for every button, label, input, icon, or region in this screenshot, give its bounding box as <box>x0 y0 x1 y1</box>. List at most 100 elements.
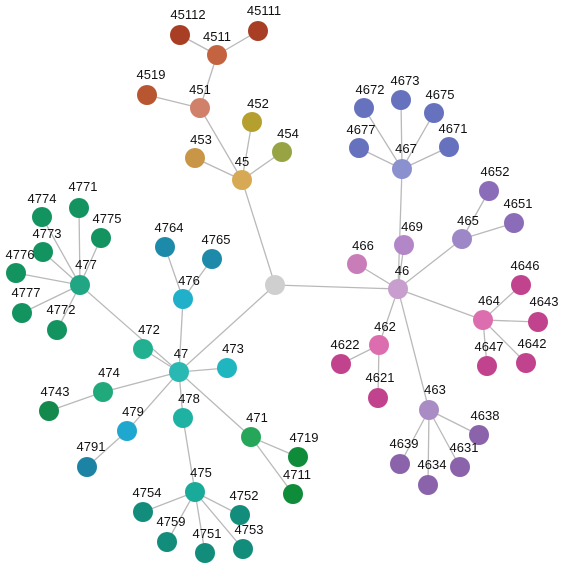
node-45111 <box>248 21 268 41</box>
node-46 <box>388 279 408 299</box>
node-label-4677: 4677 <box>347 122 376 137</box>
edge-root-46 <box>274 284 399 290</box>
node-label-4622: 4622 <box>331 337 360 352</box>
edge-463-4634 <box>427 409 430 486</box>
node-label-465: 465 <box>457 213 479 228</box>
edge-471-4711 <box>250 436 294 495</box>
node-label-45: 45 <box>235 154 249 169</box>
node-label-4752: 4752 <box>230 488 259 503</box>
edge-46-467 <box>397 168 403 290</box>
node-label-4652: 4652 <box>481 164 510 179</box>
node-label-467: 467 <box>395 141 417 156</box>
node-465 <box>452 229 472 249</box>
node-label-478: 478 <box>178 391 200 406</box>
node-47 <box>169 362 189 382</box>
node-label-4711: 4711 <box>283 467 311 482</box>
node-label-45111: 45111 <box>247 3 281 18</box>
node-label-4765: 4765 <box>202 232 231 247</box>
edge-463-4631 <box>428 409 461 468</box>
node-label-4754: 4754 <box>133 485 162 500</box>
node-4772 <box>47 320 67 340</box>
node-label-4643: 4643 <box>530 294 559 309</box>
node-45112 <box>170 25 190 45</box>
node-474 <box>93 382 113 402</box>
node-4634 <box>418 475 438 495</box>
node-label-4771: 4771 <box>69 179 98 194</box>
node-464 <box>473 310 493 330</box>
node-451 <box>190 98 210 118</box>
node-4651 <box>504 213 524 233</box>
node-label-4673: 4673 <box>391 73 420 88</box>
node-4519 <box>137 85 157 105</box>
node-4774 <box>32 207 52 227</box>
node-label-462: 462 <box>374 319 396 334</box>
node-4642 <box>516 353 536 373</box>
node-4647 <box>477 356 497 376</box>
node-label-4759: 4759 <box>157 514 186 529</box>
node-label-4719: 4719 <box>290 430 319 445</box>
node-462 <box>369 335 389 355</box>
edge-47-471 <box>178 371 252 438</box>
node-473 <box>217 358 237 378</box>
node-4511 <box>207 45 227 65</box>
node-label-4675: 4675 <box>426 87 455 102</box>
node-label-454: 454 <box>277 126 299 141</box>
edge-467-4672 <box>363 107 403 170</box>
edge-47-474 <box>102 371 180 393</box>
node-label-46: 46 <box>395 263 409 278</box>
node-4743 <box>39 401 59 421</box>
node-root <box>265 275 285 295</box>
node-label-473: 473 <box>222 341 244 356</box>
edge-477-4776 <box>15 272 81 286</box>
node-label-4775: 4775 <box>93 211 122 226</box>
node-4672 <box>354 98 374 118</box>
edge-467-4673 <box>400 99 403 170</box>
node-label-4631: 4631 <box>450 440 479 455</box>
edge-root-47 <box>178 284 276 373</box>
edge-464-4642 <box>482 319 527 364</box>
edge-46-463 <box>397 288 430 411</box>
node-label-4638: 4638 <box>471 408 500 423</box>
node-4776 <box>6 263 26 283</box>
node-454 <box>272 142 292 162</box>
node-4631 <box>450 457 470 477</box>
node-label-45112: 45112 <box>170 7 205 22</box>
node-label-4753: 4753 <box>235 522 264 537</box>
node-label-4671: 4671 <box>439 121 468 136</box>
node-472 <box>133 339 153 359</box>
edge-467-4675 <box>401 112 435 170</box>
node-4638 <box>469 425 489 445</box>
node-4622 <box>331 354 351 374</box>
node-4753 <box>233 539 253 559</box>
node-469 <box>394 235 414 255</box>
node-label-451: 451 <box>189 82 211 97</box>
node-label-466: 466 <box>352 238 374 253</box>
tree-labels: 45 451 4511 45112 45111 4519 452 453 454 46 467 467… <box>6 3 559 541</box>
edge-477-4777 <box>21 284 81 314</box>
node-4764 <box>155 237 175 257</box>
node-478 <box>173 408 193 428</box>
node-label-463: 463 <box>424 382 446 397</box>
node-label-4511: 4511 <box>203 29 231 44</box>
node-463 <box>419 400 439 420</box>
node-476 <box>173 289 193 309</box>
node-4751 <box>195 543 215 563</box>
node-label-4651: 4651 <box>504 196 533 211</box>
node-label-4774: 4774 <box>28 191 57 206</box>
node-label-4634: 4634 <box>418 457 447 472</box>
node-label-4777: 4777 <box>12 285 41 300</box>
node-4771 <box>69 198 89 218</box>
edge-root-45 <box>241 179 276 286</box>
node-label-4672: 4672 <box>356 82 385 97</box>
node-label-4647: 4647 <box>475 339 504 354</box>
node-label-471: 471 <box>246 410 268 425</box>
node-453 <box>185 148 205 168</box>
edge-463-4639 <box>399 409 430 465</box>
node-label-4764: 4764 <box>155 220 184 235</box>
node-45 <box>232 170 252 190</box>
node-4773 <box>33 242 53 262</box>
node-4719 <box>288 447 308 467</box>
node-4643 <box>528 312 548 332</box>
node-4646 <box>511 275 531 295</box>
edge-46-464 <box>397 288 484 321</box>
